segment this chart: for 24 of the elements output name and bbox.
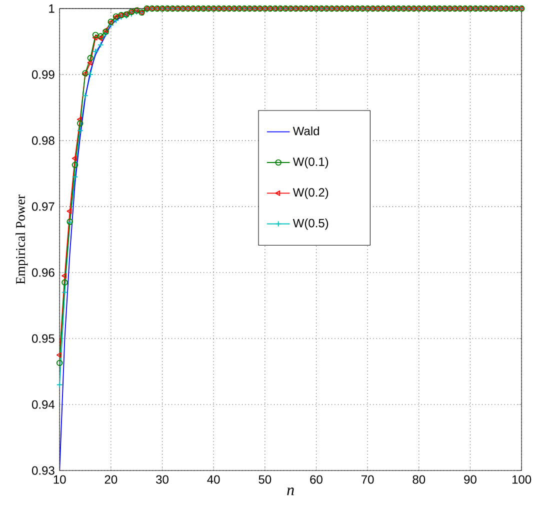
x-tick-label: 100 xyxy=(512,475,532,484)
y-axis-title: Empirical Power xyxy=(16,194,28,284)
y-tick-label: 0.98 xyxy=(32,136,54,146)
legend-label: W(0.1) xyxy=(292,157,328,169)
x-tick-label: 10 xyxy=(54,475,66,484)
x-tick-label: 60 xyxy=(310,475,322,484)
y-tick-label: 1 xyxy=(49,4,54,13)
y-tick-label: 0.96 xyxy=(32,268,54,278)
y-tick-label: 0.93 xyxy=(32,466,54,476)
y-tick-label: 0.95 xyxy=(32,334,54,344)
legend-label: W(0.5) xyxy=(292,218,328,230)
y-tick-label: 0.94 xyxy=(32,400,55,410)
x-tick-label: 80 xyxy=(412,475,426,484)
x-tick-label: 90 xyxy=(464,475,476,484)
legend-label: W(0.2) xyxy=(292,188,328,200)
legend-label: Wald xyxy=(292,126,319,136)
y-tick-label: 0.97 xyxy=(32,202,54,212)
x-axis-title: n xyxy=(287,488,294,496)
x-tick-label: 20 xyxy=(104,475,118,484)
y-tick-label: 0.99 xyxy=(32,70,54,80)
x-tick-label: 30 xyxy=(156,475,168,484)
x-tick-label: 70 xyxy=(362,475,374,484)
x-tick-label: 50 xyxy=(258,475,272,484)
x-tick-label: 40 xyxy=(207,475,220,484)
